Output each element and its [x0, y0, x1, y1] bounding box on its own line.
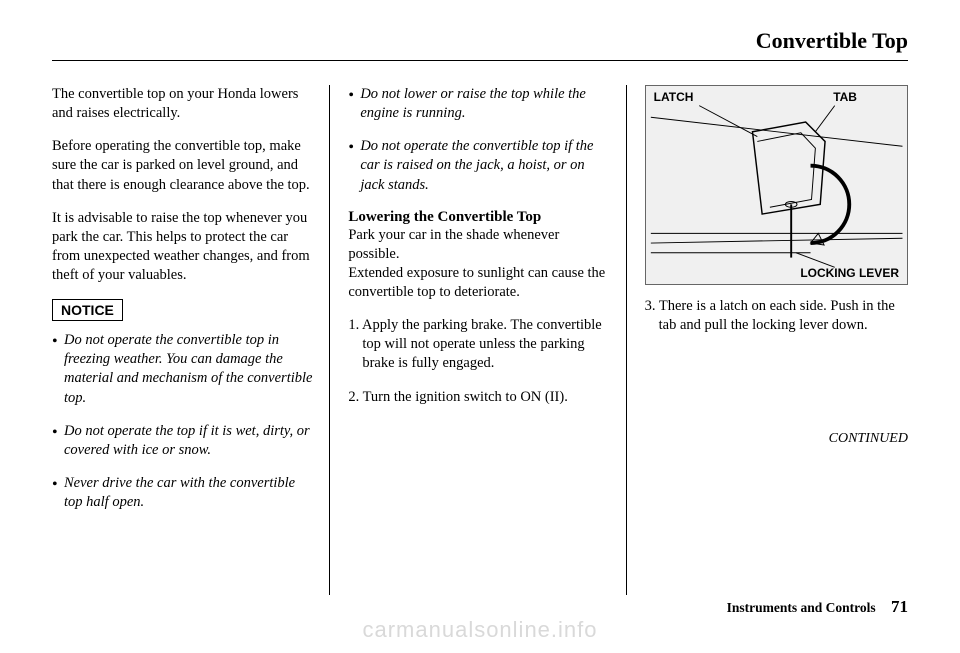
col1-bullet-3: Never drive the car with the convertible… — [52, 474, 315, 512]
col1-para-2: Before operating the convertible top, ma… — [52, 137, 315, 194]
diagram-label-tab: TAB — [833, 90, 857, 104]
col2-bullets: Do not lower or raise the top while the … — [348, 85, 611, 195]
col1-para-3: It is advisable to raise the top wheneve… — [52, 209, 315, 286]
diagram-label-lever: LOCKING LEVER — [800, 266, 899, 280]
page-header: Convertible Top — [52, 28, 908, 61]
col2-subhead: Lowering the Convertible Top — [348, 209, 611, 226]
col3-step-3: 3. There is a latch on each side. Push i… — [645, 297, 908, 335]
watermark: carmanualsonline.info — [0, 617, 960, 643]
col1-para-1: The convertible top on your Honda lowers… — [52, 85, 315, 123]
col1-bullet-1: Do not operate the convertible top in fr… — [52, 331, 315, 408]
page-footer: Instruments and Controls 71 — [727, 597, 908, 617]
continued-label: CONTINUED — [645, 431, 908, 447]
notice-box: NOTICE — [52, 299, 123, 321]
footer-section: Instruments and Controls — [727, 600, 876, 615]
page: Convertible Top The convertible top on y… — [0, 0, 960, 653]
column-1: The convertible top on your Honda lowers… — [52, 85, 330, 595]
col2-step-2: 2. Turn the ignition switch to ON (II). — [348, 388, 611, 407]
page-title: Convertible Top — [52, 28, 908, 54]
footer-page-number: 71 — [891, 597, 908, 616]
col1-bullet-2: Do not operate the top if it is wet, dir… — [52, 422, 315, 460]
diagram-label-latch: LATCH — [654, 90, 694, 104]
col2-bullet-2: Do not operate the convertible top if th… — [348, 137, 611, 194]
col2-step-1: 1. Apply the parking brake. The converti… — [348, 316, 611, 373]
column-2: Do not lower or raise the top while the … — [348, 85, 626, 595]
content-columns: The convertible top on your Honda lowers… — [52, 85, 908, 595]
column-3: LATCH TAB LOCKING LEVER 3. There is a la… — [645, 85, 908, 595]
col2-sub-p2: Extended exposure to sunlight can cause … — [348, 264, 611, 302]
latch-diagram-svg — [646, 86, 907, 284]
col1-bullets: Do not operate the convertible top in fr… — [52, 331, 315, 512]
col2-bullet-1: Do not lower or raise the top while the … — [348, 85, 611, 123]
col2-sub-p1: Park your car in the shade whenever poss… — [348, 226, 611, 264]
latch-diagram: LATCH TAB LOCKING LEVER — [645, 85, 908, 285]
